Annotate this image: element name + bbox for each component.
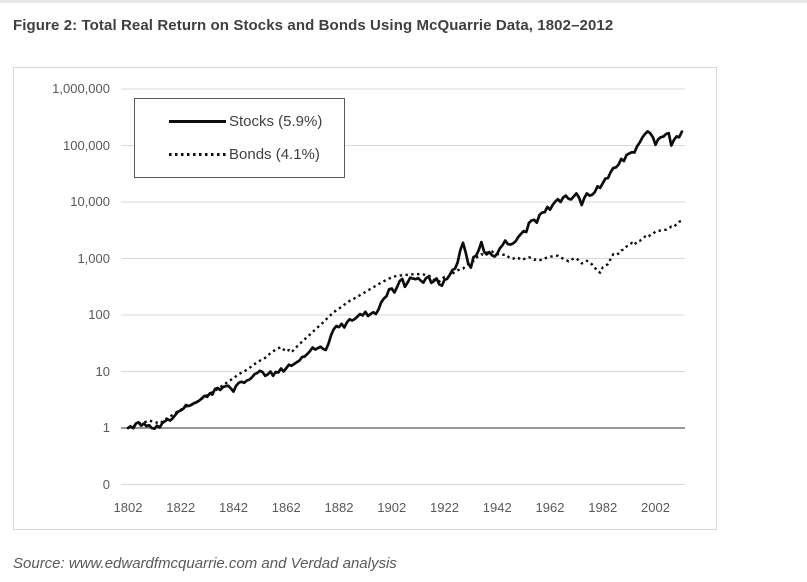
- x-axis-tick-label: 1942: [482, 500, 512, 515]
- stocks-line-sample-icon: [169, 120, 226, 123]
- legend-entry-stocks: Stocks (5.9%): [169, 113, 344, 130]
- x-axis-tick-label: 1982: [588, 500, 618, 515]
- x-axis-tick-label: 1902: [377, 500, 407, 515]
- y-axis-tick-label: 0: [102, 476, 110, 492]
- legend-label-stocks: Stocks (5.9%): [229, 113, 323, 130]
- stocks-line: [126, 130, 684, 431]
- x-axis-tick-label: 1822: [166, 500, 196, 515]
- x-axis-tick-label: 1922: [430, 500, 459, 515]
- y-axis-tick-label: 100: [88, 307, 110, 322]
- bonds-line: [127, 219, 683, 430]
- x-axis-tick-label: 1842: [219, 500, 248, 515]
- figure-title: Figure 2: Total Real Return on Stocks an…: [13, 17, 614, 34]
- chart-legend: Stocks (5.9%) Bonds (4.1%): [134, 98, 345, 178]
- y-axis-tick-label: 100,000: [63, 137, 110, 153]
- y-axis-tick-label: 1,000: [77, 250, 110, 266]
- x-axis-tick-label: 1802: [113, 500, 143, 515]
- y-axis-tick-label: 10,000: [70, 194, 110, 209]
- x-axis-tick-label: 1962: [535, 500, 565, 515]
- x-axis-tick-label: 1862: [271, 500, 301, 515]
- source-note: Source: www.edwardfmcquarrie.com and Ver…: [13, 555, 397, 572]
- x-axis-tick-label: 2002: [641, 500, 670, 515]
- x-axis-tick-label: 1882: [324, 500, 354, 515]
- chart-area: 1,000,000 100,000 10,000 1,000 100 10 1 0 1802 1…: [13, 67, 717, 530]
- chart-plot-canvas: [121, 88, 685, 485]
- legend-entry-bonds: Bonds (4.1%): [169, 146, 344, 163]
- y-axis-tick-label: 10: [95, 363, 110, 379]
- bonds-line-sample-icon: [169, 153, 226, 156]
- y-axis-tick-label: 1,000,000: [52, 81, 110, 96]
- legend-label-bonds: Bonds (4.1%): [229, 146, 320, 163]
- y-axis-tick-label: 1: [102, 420, 110, 435]
